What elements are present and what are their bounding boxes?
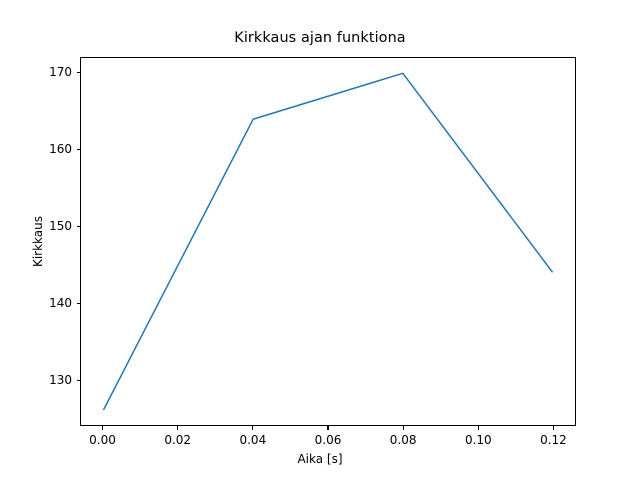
x-tick-label: 0.04: [239, 433, 267, 447]
x-tick-mark: [327, 426, 329, 430]
y-tick-mark: [76, 225, 80, 227]
x-tick-label: 0.06: [314, 433, 342, 447]
x-tick-label: 0.00: [89, 433, 116, 447]
y-tick-label: 130: [49, 373, 72, 388]
line-series-svg: [102, 72, 554, 411]
chart-title: Kirkkaus ajan funktiona: [234, 30, 406, 46]
x-tick-mark: [252, 426, 254, 430]
y-tick-label: 160: [49, 142, 72, 157]
x-tick-label: 0.08: [389, 433, 417, 447]
x-tick-label: 0.02: [164, 433, 192, 447]
y-tick-mark: [76, 379, 80, 381]
y-tick-mark: [76, 302, 80, 304]
y-tick-mark: [76, 71, 80, 73]
x-tick-mark: [402, 426, 404, 430]
x-axis-label: Aika [s]: [297, 452, 343, 466]
y-tick-label: 170: [49, 65, 72, 80]
line-series-kirkkaus: [102, 72, 554, 411]
x-tick-mark: [177, 426, 179, 430]
x-tick-mark: [101, 426, 104, 430]
x-tick-label: 0.10: [464, 433, 492, 447]
x-tick-mark: [477, 426, 479, 430]
y-axis-label: Kirkkaus: [31, 215, 45, 268]
y-tick-mark: [76, 148, 80, 150]
y-tick-label: 150: [49, 219, 72, 234]
x-tick-mark: [552, 426, 554, 430]
plot-area: [80, 57, 576, 426]
y-tick-label: 140: [49, 296, 72, 311]
x-tick-label: 0.12: [540, 433, 567, 447]
